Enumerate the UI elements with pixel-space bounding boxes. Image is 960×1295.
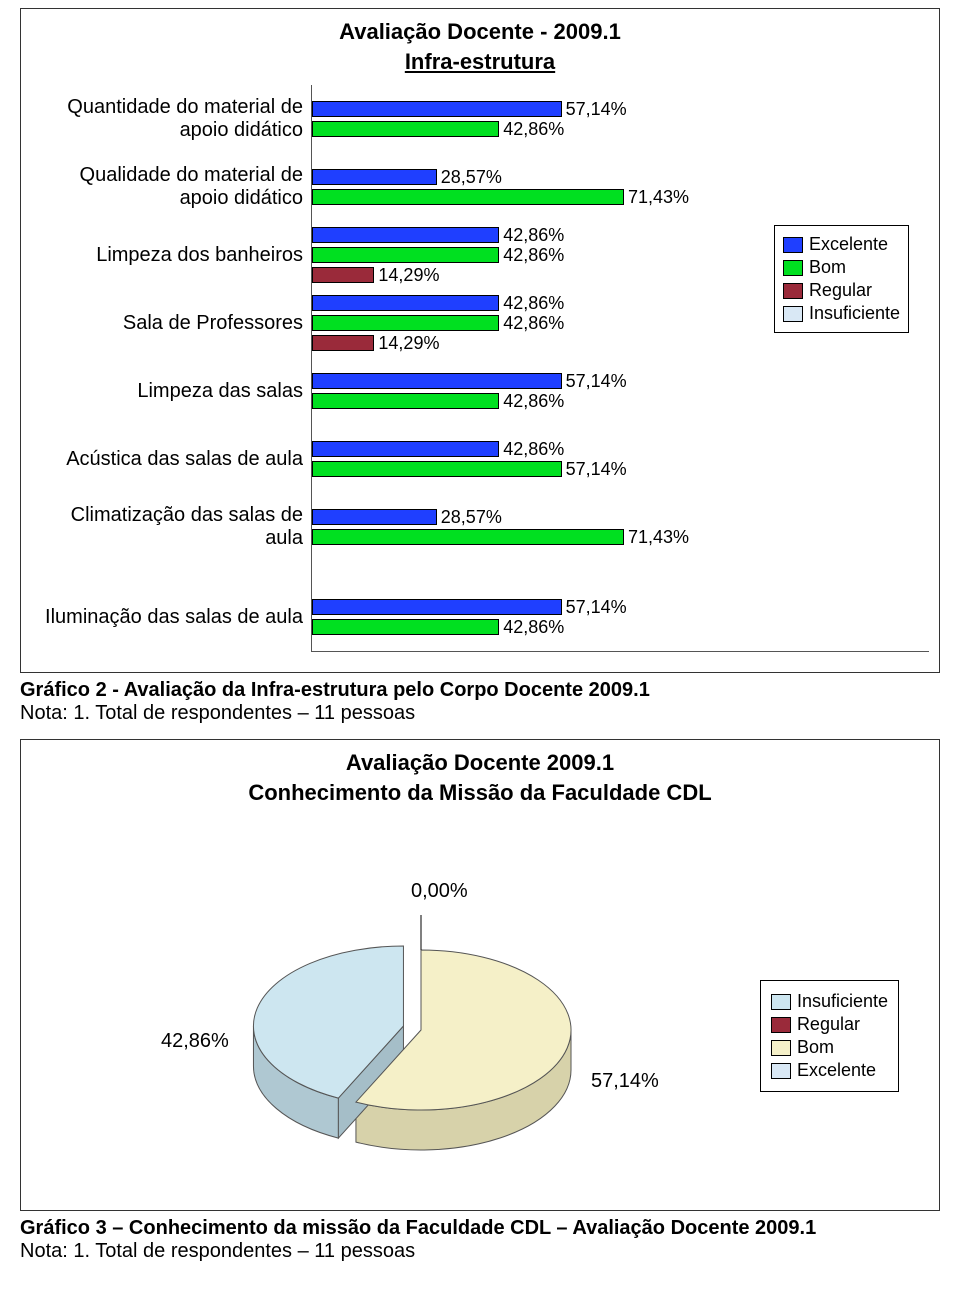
bar-value-label: 42,86% (503, 119, 564, 140)
bar-value-label: 71,43% (628, 527, 689, 548)
chart2-plot-area: InsuficienteRegularBomExcelente 0,00% 57,… (31, 810, 929, 1190)
bar (312, 335, 374, 351)
bar-group: 42,86%57,14% (312, 425, 929, 493)
bar (312, 529, 624, 545)
bar-value-label: 57,14% (566, 99, 627, 120)
bar (312, 227, 499, 243)
category-label: Acústica das salas de aula (31, 425, 311, 493)
pie-slice-label: 42,86% (161, 1030, 229, 1053)
legend-item: Insuficiente (771, 991, 888, 1012)
bar-value-label: 42,86% (503, 439, 564, 460)
legend-label: Bom (797, 1037, 834, 1058)
bar-group: 57,14%42,86% (312, 357, 929, 425)
bar-group: 28,57% 71,43% (312, 493, 929, 561)
bar (312, 247, 499, 263)
legend-swatch (771, 1040, 791, 1056)
category-label: Limpeza das salas (31, 357, 311, 425)
category-label: Quantidade do material de apoio didático (31, 85, 311, 153)
bar-value-label: 57,14% (566, 459, 627, 480)
bar-group: 28,57% 71,43% (312, 153, 929, 221)
legend-item: Excelente (771, 1060, 888, 1081)
bar-value-label: 42,86% (503, 617, 564, 638)
bar-value-label: 42,86% (503, 391, 564, 412)
legend-label: Excelente (797, 1060, 876, 1081)
pie-svg (231, 910, 651, 1210)
bar-value-label: 42,86% (503, 293, 564, 314)
bar-group: 42,86%42,86% 14,29% (312, 221, 929, 289)
bar-chart-box: Avaliação Docente - 2009.1 Infra-estrutu… (20, 8, 940, 673)
bar-value-label: 42,86% (503, 225, 564, 246)
category-label: Qualidade do material de apoio didático (31, 153, 311, 221)
pie-slice-label: 0,00% (411, 880, 468, 903)
bar (312, 373, 562, 389)
bar-value-label: 42,86% (503, 313, 564, 334)
bar-value-label: 42,86% (503, 245, 564, 266)
bar-value-label: 28,57% (441, 507, 502, 528)
chart1-note: Nota: 1. Total de respondentes – 11 pess… (20, 702, 940, 725)
bar (312, 189, 624, 205)
bar-value-label: 14,29% (378, 333, 439, 354)
legend-swatch (771, 994, 791, 1010)
legend-item: Bom (771, 1037, 888, 1058)
pie-chart-box: Avaliação Docente 2009.1 Conhecimento da… (20, 739, 940, 1211)
chart2-title: Avaliação Docente 2009.1 (31, 750, 929, 776)
chart2-subtitle: Conhecimento da Missão da Faculdade CDL (31, 780, 929, 806)
category-label: Climatização das salas de aula (31, 493, 311, 561)
legend-label: Regular (797, 1014, 860, 1035)
legend-swatch (771, 1063, 791, 1079)
chart1-plot-area: ExcelenteBomRegularInsuficiente 57,14%42… (311, 85, 929, 652)
legend-item: Regular (771, 1014, 888, 1035)
chart1-title: Avaliação Docente - 2009.1 (31, 19, 929, 45)
category-label: Iluminação das salas de aula (31, 583, 311, 651)
legend-label: Insuficiente (797, 991, 888, 1012)
bar-value-label: 57,14% (566, 597, 627, 618)
bar (312, 619, 499, 635)
bar (312, 295, 499, 311)
bar (312, 509, 437, 525)
legend-swatch (771, 1017, 791, 1033)
bar (312, 121, 499, 137)
chart1-subtitle: Infra-estrutura (31, 49, 929, 75)
bar (312, 393, 499, 409)
chart2-caption: Gráfico 3 – Conhecimento da missão da Fa… (20, 1217, 940, 1240)
category-label: Limpeza dos banheiros (31, 221, 311, 289)
bar-value-label: 71,43% (628, 187, 689, 208)
bar-group: 57,14%42,86% (312, 85, 929, 153)
bar (312, 101, 562, 117)
bar (312, 267, 374, 283)
bar (312, 169, 437, 185)
category-label: Sala de Professores (31, 289, 311, 357)
bar (312, 599, 562, 615)
chart2-legend: InsuficienteRegularBomExcelente (760, 980, 899, 1092)
bar-value-label: 28,57% (441, 167, 502, 188)
chart1-body: Quantidade do material de apoio didático… (31, 85, 929, 652)
bar (312, 461, 562, 477)
chart2-note: Nota: 1. Total de respondentes – 11 pess… (20, 1240, 940, 1263)
bar (312, 441, 499, 457)
chart1-caption: Gráfico 2 - Avaliação da Infra-estrutura… (20, 679, 940, 702)
bar-group: 42,86%42,86% 14,29% (312, 289, 929, 357)
bar-group: 57,14%42,86% (312, 583, 929, 651)
bar-value-label: 14,29% (378, 265, 439, 286)
bar (312, 315, 499, 331)
chart1-category-labels: Quantidade do material de apoio didático… (31, 85, 311, 652)
pie-slice-label: 57,14% (591, 1070, 659, 1093)
bar-value-label: 57,14% (566, 371, 627, 392)
